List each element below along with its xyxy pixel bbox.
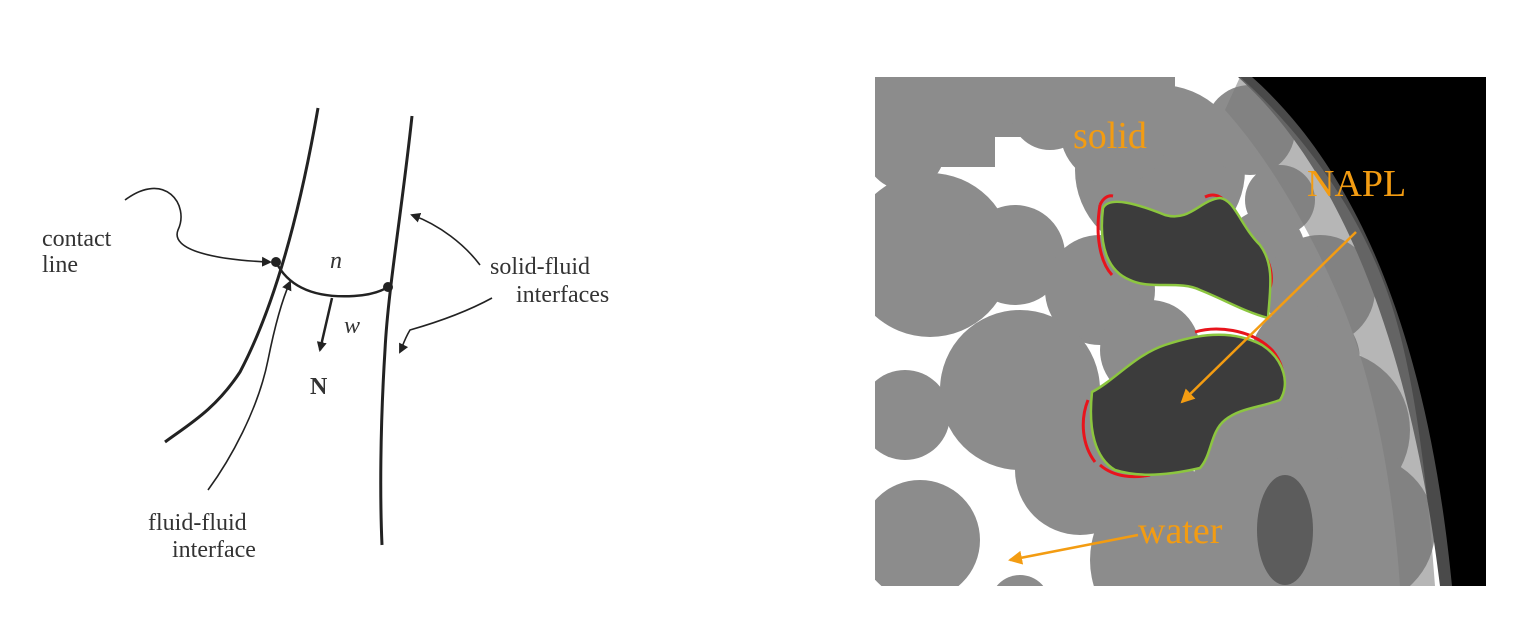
solid-fluid-pointer-lower	[399, 297, 493, 354]
dark-grains	[1257, 475, 1313, 585]
solid-label: solid	[1073, 115, 1147, 157]
water-label: water	[1138, 510, 1223, 552]
napl-label: NAPL	[1307, 163, 1406, 205]
normal-n-label: N	[310, 374, 328, 400]
fluid-fluid-label-2: interface	[172, 537, 256, 563]
left-solid-wall	[164, 107, 320, 444]
contact-point-left	[271, 257, 281, 267]
solid-fluid-label-2: interfaces	[516, 282, 609, 308]
interface-sketch: contact line n w N solid-fluid interface…	[42, 107, 609, 563]
rim-grain-band	[1225, 77, 1435, 586]
contact-point-right	[383, 282, 393, 292]
solid-fluid-label-1: solid-fluid	[490, 254, 590, 280]
normal-vector-arrow	[316, 297, 334, 352]
fluid-fluid-label-1: fluid-fluid	[148, 510, 247, 536]
outside-background	[1252, 77, 1486, 586]
phase-w-label: w	[344, 313, 360, 339]
contact-line-label-1: contact	[42, 226, 112, 252]
napl-blob-lower	[1089, 333, 1287, 477]
fluid-fluid-pointer	[207, 280, 292, 491]
napl-blob-upper-red	[1096, 193, 1273, 293]
napl-blob-upper	[1100, 196, 1272, 320]
phase-n-label: n	[330, 248, 342, 274]
contact-line-pointer	[124, 187, 272, 267]
water-pointer-arrow	[1008, 533, 1139, 565]
ct-micrograph: solid NAPL water	[875, 77, 1486, 586]
napl-pointer-arrow	[1180, 231, 1357, 404]
solid-fluid-pointer-upper	[410, 212, 481, 266]
contact-line-label-2: line	[42, 252, 78, 278]
right-solid-wall	[379, 115, 414, 546]
